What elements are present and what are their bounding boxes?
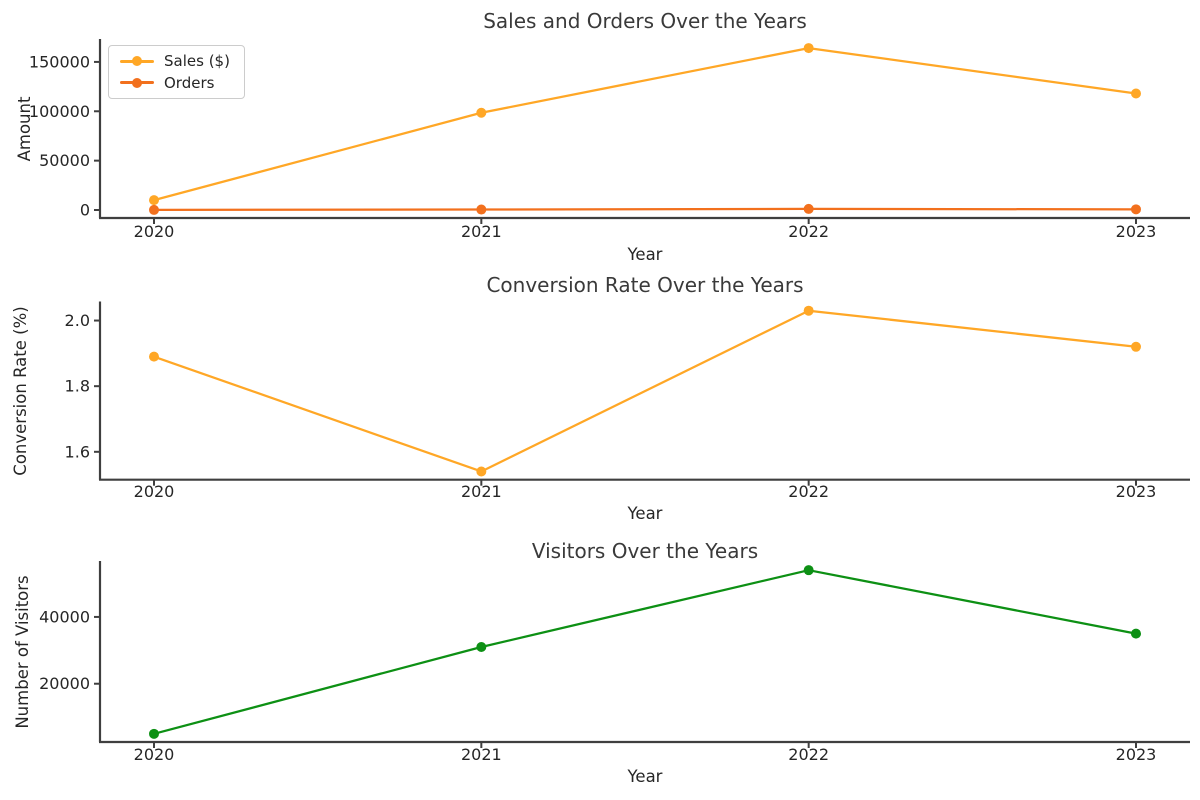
y-tick-label: 0 [80,201,90,220]
x-axis-label: Year [627,767,663,786]
data-point [149,728,159,739]
y-tick-label: 100000 [29,102,90,121]
y-tick-label: 2.0 [65,311,90,330]
data-point [803,203,814,214]
legend-label-orders: Orders [164,73,215,92]
data-point [1131,204,1141,215]
orders-line-marker-icon [120,77,154,88]
y-axis-label: Conversion Rate (%) [11,306,30,475]
y-axis-label: Number of Visitors [13,575,32,728]
x-axis-label: Year [627,504,663,523]
x-tick-label: 2023 [1116,745,1157,764]
conversion-rate-chart: Conversion Rate Over the Years Conversio… [0,267,1200,534]
data-point [149,195,159,206]
conversion-rate-plot: Conversion Rate Over the Years Conversio… [11,273,1190,523]
x-tick-label: 2021 [461,745,502,764]
x-tick-label: 2023 [1116,482,1157,501]
series-line [152,309,1138,473]
sales-line-marker-icon [120,56,154,67]
data-point [476,466,487,477]
x-tick-label: 2021 [461,222,502,241]
visitors-plot: Visitors Over the Years Number of Visito… [13,539,1190,786]
y-tick-label: 1.6 [65,442,90,461]
series-line [152,207,1138,212]
data-point [1131,88,1141,99]
legend-entry-orders: Orders [120,73,230,92]
x-tick-label: 2020 [134,222,175,241]
legend: Sales ($) Orders [108,45,245,99]
chart-title: Conversion Rate Over the Years [486,273,803,297]
x-tick-label: 2020 [134,482,175,501]
data-point [803,43,814,54]
data-point [803,565,814,576]
x-tick-label: 2021 [461,482,502,501]
x-tick-label: 2023 [1116,222,1157,241]
y-tick-label: 20000 [39,674,90,693]
legend-entry-sales: Sales ($) [120,53,230,70]
series-line [152,569,1138,735]
sales-orders-chart: Sales and Orders Over the Years Amount Y… [0,0,1200,267]
y-tick-label: 50000 [39,151,90,170]
data-point [476,107,487,118]
x-axis-label: Year [627,245,663,264]
legend-label-sales: Sales ($) [164,52,230,70]
x-tick-label: 2022 [788,222,829,241]
y-tick-label: 1.8 [65,377,90,396]
x-tick-label: 2022 [788,482,829,501]
y-tick-label: 150000 [29,52,90,71]
data-point [476,204,487,215]
chart-title: Sales and Orders Over the Years [483,9,807,33]
data-point [1131,628,1141,639]
chart-title: Visitors Over the Years [532,539,758,563]
y-tick-label: 40000 [39,607,90,626]
data-point [149,351,159,362]
series-line [152,46,1138,202]
data-point [1131,341,1141,352]
x-tick-label: 2020 [134,745,175,764]
data-point [803,305,814,316]
x-tick-label: 2022 [788,745,829,764]
data-point [149,204,159,215]
visitors-chart: Visitors Over the Years Number of Visito… [0,534,1200,800]
y-axis-label: Amount [15,96,34,161]
data-point [476,641,487,652]
sales-orders-plot: Sales and Orders Over the Years Amount Y… [15,9,1190,264]
